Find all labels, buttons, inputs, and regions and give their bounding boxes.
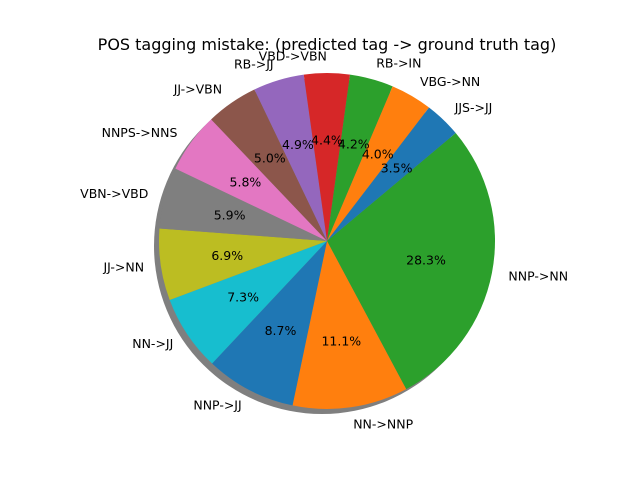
pie-slice-label: RB->IN — [376, 55, 421, 70]
pie-slice — [211, 89, 327, 242]
pie-slice-label: NN->JJ — [132, 336, 173, 351]
pie-percent-label: 4.2% — [338, 136, 370, 151]
pie-slice — [169, 241, 327, 364]
pie-slice — [212, 241, 327, 406]
pie-slice-label: VBN->VBD — [80, 186, 148, 201]
pie-slice — [254, 74, 327, 242]
pie-slice — [303, 73, 351, 241]
pie-percent-label: 28.3% — [406, 253, 446, 268]
pie-slice — [292, 241, 407, 410]
pie-slice-label: JJ->NN — [102, 260, 144, 275]
pie-percent-label: 4.9% — [282, 137, 314, 152]
pie-percent-label: 6.9% — [211, 248, 243, 263]
pie-slice-label: VBD->VBN — [259, 49, 327, 64]
pie-percent-label: 8.7% — [265, 323, 297, 338]
pie-percent-label: 5.0% — [254, 151, 286, 166]
chart-title: POS tagging mistake: (predicted tag -> g… — [98, 35, 557, 54]
pie-percent-label: 4.0% — [362, 146, 394, 161]
pie-percent-label: 5.8% — [230, 174, 262, 189]
pie-slice-label: RB->JJ — [234, 57, 274, 72]
pie-slice-label: JJS->JJ — [454, 100, 493, 115]
pie-slice-label: NNPS->NNS — [102, 125, 178, 140]
pie-slice — [175, 119, 327, 241]
pie-percent-label: 11.1% — [321, 333, 361, 348]
pie-slice — [327, 74, 393, 241]
pie-percent-label: 5.9% — [214, 208, 246, 223]
pie-percent-label: 4.4% — [311, 133, 343, 148]
pie-slice — [327, 107, 456, 241]
pie-slice-label: JJ->VBN — [173, 81, 222, 96]
pie-slice-label: NN->NNP — [353, 416, 413, 431]
pie-slices — [159, 73, 496, 410]
pie-slice-label: NNP->NN — [508, 269, 568, 284]
pie-slice — [159, 168, 327, 241]
pie-slice-label: VBG->NN — [420, 74, 480, 89]
pie-slice — [327, 86, 430, 241]
pie-percent-label: 3.5% — [381, 161, 413, 176]
pie-slice-labels: NNP->NN NN->NNP NNP->JJ NN->JJ JJ->NN VBN->VB… — [80, 49, 568, 432]
pie-slice — [159, 228, 327, 300]
pie-percent-labels: 28.3%11.1%8.7%7.3%6.9%5.9%5.8%5.0%4.9%4.… — [211, 133, 446, 349]
pie-slice — [327, 133, 496, 390]
pie-slice-label: NNP->JJ — [193, 397, 241, 412]
pie-percent-label: 7.3% — [227, 289, 259, 304]
